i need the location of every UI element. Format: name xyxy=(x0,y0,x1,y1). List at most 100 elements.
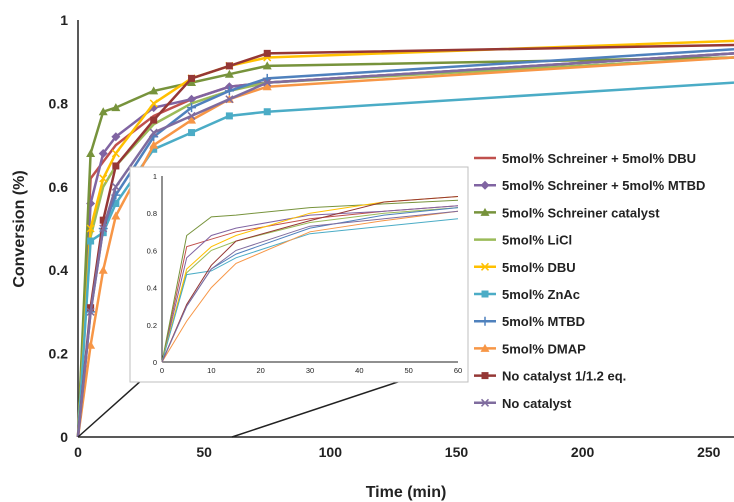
data-point xyxy=(111,211,121,220)
data-point xyxy=(188,74,196,82)
y-tick-label: 0 xyxy=(60,429,68,445)
x-tick-label: 250 xyxy=(697,444,721,460)
data-point xyxy=(86,148,96,157)
data-point xyxy=(111,182,120,191)
legend-marker xyxy=(480,398,490,407)
inset-series-no-catalyst-1-1-2-eq xyxy=(161,196,459,363)
inset-y-tick-labels: 0 0.2 0.4 0.6 0.8 1 xyxy=(147,172,157,367)
inset-series-5mol-schreiner-catalyst xyxy=(161,199,459,363)
y-tick-label: 1 xyxy=(60,12,68,28)
inset-series-line xyxy=(161,210,459,363)
data-point xyxy=(86,307,95,316)
inset-y-tick-label: 0.6 xyxy=(147,246,157,255)
x-tick-label: 200 xyxy=(571,444,595,460)
inset-y-tick-label: 0.4 xyxy=(147,284,157,293)
x-tick-label: 50 xyxy=(196,444,212,460)
data-point xyxy=(225,112,233,120)
legend-item-5mol-schreiner-5mol-dbu: 5mol% Schreiner + 5mol% DBU xyxy=(474,151,696,166)
data-point xyxy=(225,95,234,104)
inset-x-tick-label: 10 xyxy=(207,366,215,375)
legend: 5mol% Schreiner + 5mol% DBU 5mol% Schrein… xyxy=(474,151,705,411)
data-point xyxy=(98,265,108,274)
data-point xyxy=(262,82,272,91)
inset-x-tick-label: 30 xyxy=(306,366,314,375)
inset-x-tick-label: 40 xyxy=(355,366,363,375)
legend-item-no-catalyst-1-1-2-eq: No catalyst 1/1.2 eq. xyxy=(474,369,626,384)
data-point xyxy=(187,115,197,124)
legend-item-5mol-schreiner-catalyst: 5mol% Schreiner catalyst xyxy=(474,205,660,220)
data-point xyxy=(149,86,159,95)
inset-x-tick-labels: 0 10 20 30 40 50 60 xyxy=(160,366,462,375)
inset-series-5mol-dmap xyxy=(161,210,459,363)
data-point xyxy=(187,103,197,113)
data-point xyxy=(86,340,96,349)
data-point xyxy=(150,145,158,153)
data-point xyxy=(99,216,107,224)
legend-marker xyxy=(480,180,490,190)
legend-marker xyxy=(480,343,490,352)
series-5mol-dmap xyxy=(76,56,734,438)
x-tick-label: 0 xyxy=(74,444,82,460)
inset-series-5mol-znac xyxy=(161,218,459,363)
data-point xyxy=(263,78,272,87)
x-tick-label: 100 xyxy=(319,444,343,460)
legend-label: 5mol% Schreiner + 5mol% DBU xyxy=(502,151,696,166)
y-tick-label: 0.4 xyxy=(49,262,69,278)
legend-label: 5mol% MTBD xyxy=(502,314,585,329)
legend-label: No catalyst xyxy=(502,396,572,411)
legend-label: 5mol% Schreiner catalyst xyxy=(502,205,660,220)
legend-marker xyxy=(480,316,490,326)
data-point xyxy=(149,140,159,149)
inset-y-tick-label: 1 xyxy=(153,172,157,181)
legend-label: 5mol% DBU xyxy=(502,260,576,275)
legend-item-5mol-znac: 5mol% ZnAc xyxy=(474,287,580,302)
data-point xyxy=(87,237,95,245)
data-point xyxy=(99,224,108,233)
series-lines xyxy=(76,39,734,438)
data-point xyxy=(187,78,197,87)
legend-marker xyxy=(481,372,489,380)
legend-label: 5mol% LiCl xyxy=(502,233,572,248)
inset-y-tick-label: 0 xyxy=(153,358,157,367)
data-point xyxy=(263,49,271,57)
inset-x-tick-label: 50 xyxy=(404,366,412,375)
legend-item-5mol-schreiner-5mol-mtbd: 5mol% Schreiner + 5mol% MTBD xyxy=(474,178,705,193)
legend-item-no-catalyst: No catalyst xyxy=(474,396,572,411)
inset-x-tick-label: 60 xyxy=(454,366,462,375)
inset-series-line xyxy=(161,210,459,363)
data-point xyxy=(187,111,196,120)
inset-x-tick-label: 0 xyxy=(160,366,164,375)
legend-label: 5mol% DMAP xyxy=(502,341,586,356)
series-no-catalyst xyxy=(76,52,734,438)
data-point xyxy=(112,162,120,170)
data-point xyxy=(188,129,196,137)
y-axis-title: Conversion (%) xyxy=(11,170,28,287)
y-tick-label: 0.8 xyxy=(49,95,69,111)
data-point xyxy=(263,108,271,116)
data-point xyxy=(111,149,120,158)
legend-label: 5mol% Schreiner + 5mol% MTBD xyxy=(502,178,705,193)
legend-marker xyxy=(480,262,490,271)
inset-series-line xyxy=(161,205,459,363)
data-point xyxy=(98,148,108,158)
legend-marker xyxy=(480,207,490,216)
data-point xyxy=(224,86,234,96)
inset-x-tick-label: 20 xyxy=(256,366,264,375)
data-point xyxy=(149,99,158,108)
inset-series-line xyxy=(161,199,459,363)
y-tick-label: 0.6 xyxy=(49,179,69,195)
data-point xyxy=(262,61,272,70)
series-line xyxy=(76,56,734,438)
data-point xyxy=(224,69,234,78)
data-point xyxy=(225,62,233,70)
inset-y-tick-label: 0.2 xyxy=(147,321,157,330)
inset-series-5mol-schreiner-5mol-mtbd xyxy=(161,205,459,363)
y-tick-labels: 0 0.2 0.4 0.6 0.8 1 xyxy=(49,12,69,445)
legend-label: 5mol% ZnAc xyxy=(502,287,580,302)
y-tick-label: 0.2 xyxy=(49,346,69,362)
data-point xyxy=(149,128,158,137)
inset-series-no-catalyst xyxy=(161,210,459,363)
inset-y-tick-label: 0.8 xyxy=(147,209,157,218)
data-point xyxy=(86,224,95,233)
legend-item-5mol-dmap: 5mol% DMAP xyxy=(474,341,586,356)
